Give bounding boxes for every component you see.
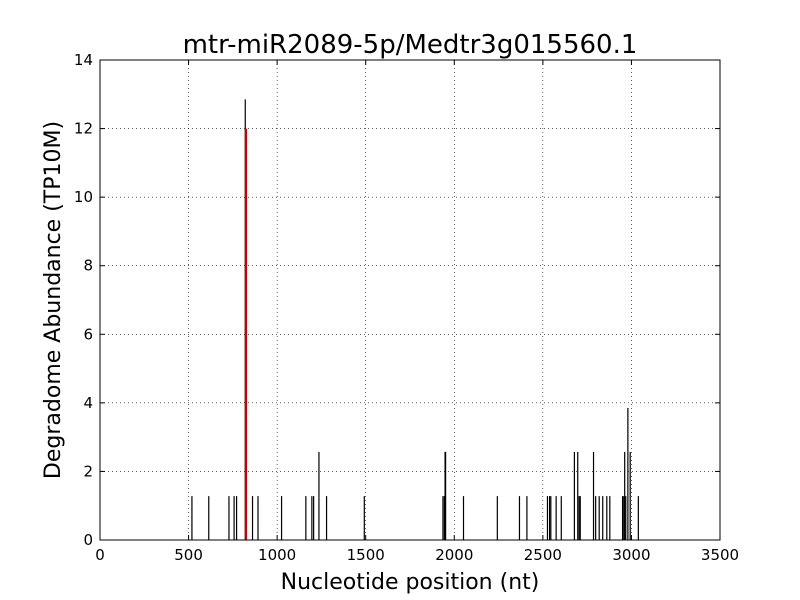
y-tick-label: 0 (83, 531, 93, 549)
y-tick-label: 6 (83, 325, 93, 343)
data-bars (191, 99, 639, 540)
axis-ticks: 0 500 1000 1500 2000 2500 3000 3500 0 2 4 6 8 10 12 14 (74, 51, 739, 564)
x-tick-label: 0 (95, 546, 105, 564)
plot-frame (99, 59, 721, 541)
chart-title: mtr-miR2089-5p/Medtr3g015560.1 (183, 30, 638, 60)
grid-lines (100, 60, 720, 540)
x-tick-label: 500 (174, 546, 203, 564)
x-tick-label: 1500 (347, 546, 385, 564)
y-tick-label: 8 (83, 257, 93, 275)
y-axis-label: Degradome Abundance (TP10M) (41, 121, 66, 479)
x-tick-label: 2000 (435, 546, 473, 564)
x-tick-label: 3500 (701, 546, 739, 564)
y-tick-label: 2 (83, 462, 93, 480)
y-tick-label: 12 (74, 120, 93, 138)
y-tick-label: 10 (74, 188, 93, 206)
x-tick-label: 3000 (612, 546, 650, 564)
y-tick-label: 4 (83, 394, 93, 412)
x-tick-label: 2500 (524, 546, 562, 564)
x-axis-label: Nucleotide position (nt) (281, 570, 540, 595)
x-tick-label: 1000 (258, 546, 296, 564)
y-tick-label: 14 (74, 51, 93, 69)
